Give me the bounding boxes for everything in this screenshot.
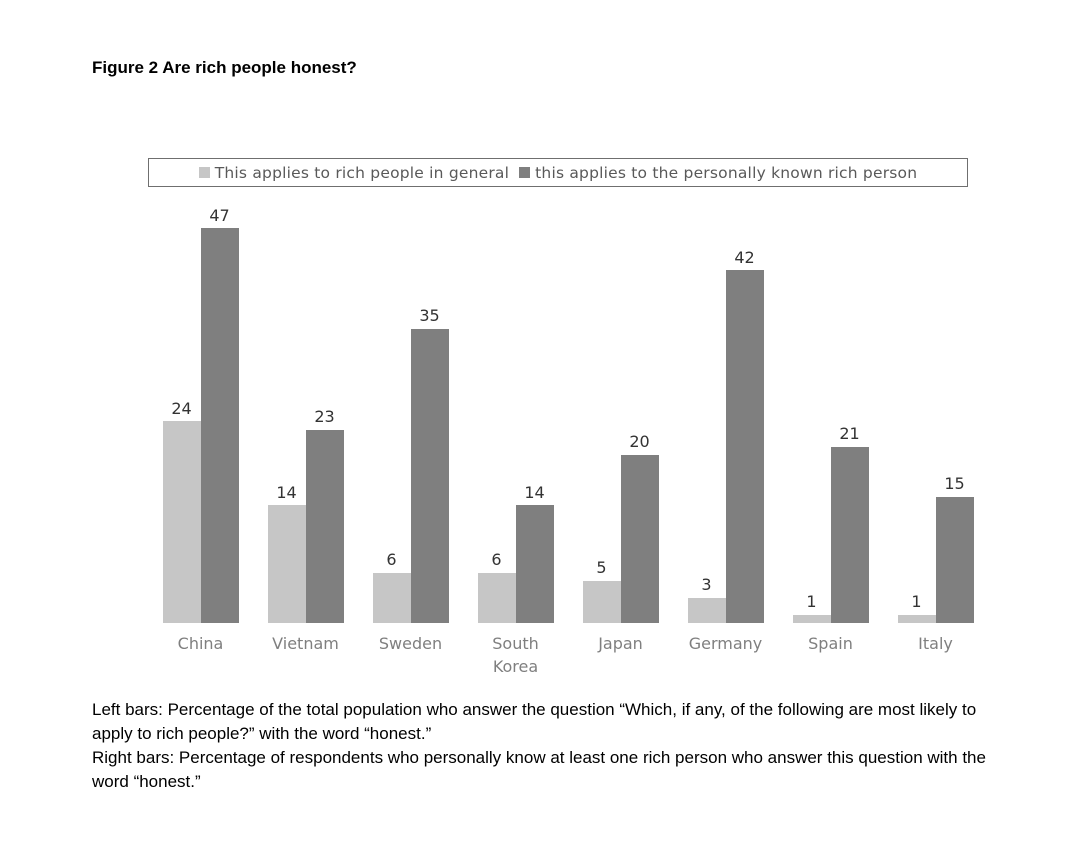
- document-page: Figure 2 Are rich people honest? This ap…: [92, 58, 1000, 794]
- bar-general-italy: [897, 614, 936, 623]
- bar-column-personally-known-germany: 42: [725, 247, 764, 623]
- bar-personally-known-china: [200, 228, 239, 623]
- category-label-japan: Japan: [598, 634, 643, 653]
- chart-legend: This applies to rich people in general t…: [148, 158, 968, 187]
- bar-general-vietnam: [267, 505, 306, 623]
- bar-value-label-personally-known-japan: 20: [629, 432, 650, 452]
- legend-item-personally-known: this applies to the personally known ric…: [519, 164, 917, 182]
- bar-personally-known-germany: [725, 270, 764, 623]
- bar-general-spain: [792, 614, 831, 623]
- bar-value-label-general-italy: 1: [911, 592, 922, 612]
- bar-column-personally-known-sweden: 35: [410, 306, 449, 623]
- legend-item-general: This applies to rich people in general: [198, 163, 510, 182]
- bar-column-personally-known-vietnam: 23: [305, 407, 344, 623]
- bar-column-general-south-korea: 6: [477, 550, 516, 623]
- bar-column-personally-known-spain: 21: [830, 424, 869, 623]
- bar-general-japan: [582, 581, 621, 623]
- bar-general-china: [162, 421, 201, 623]
- bar-personally-known-italy: [935, 497, 974, 623]
- bar-group-china: 24 47 China: [148, 203, 253, 678]
- bar-pair-germany: 3 42: [687, 203, 764, 623]
- category-label-spain: Spain: [808, 634, 853, 653]
- bar-column-general-germany: 3: [687, 575, 726, 623]
- bar-personally-known-sweden: [410, 329, 449, 623]
- bar-pair-south-korea: 6 14: [477, 203, 554, 623]
- bar-group-italy: 1 15 Italy: [883, 203, 988, 678]
- caption-right-bars: Right bars: Percentage of respondents wh…: [92, 748, 986, 792]
- bar-pair-spain: 1 21: [792, 203, 869, 623]
- bar-value-label-general-vietnam: 14: [276, 482, 297, 502]
- bar-group-spain: 1 21 Spain: [778, 203, 883, 678]
- bar-column-general-japan: 5: [582, 558, 621, 623]
- bar-column-personally-known-china: 47: [200, 205, 239, 623]
- bar-plot: 24 47 China 14 23 Vietnam 6 35 Sweden 6 14 South Ko…: [148, 203, 988, 678]
- category-label-italy: Italy: [918, 634, 953, 653]
- bar-value-label-general-germany: 3: [701, 575, 712, 595]
- bar-value-label-personally-known-germany: 42: [734, 247, 755, 267]
- bar-pair-vietnam: 14 23: [267, 203, 344, 623]
- bar-group-sweden: 6 35 Sweden: [358, 203, 463, 678]
- bar-value-label-general-spain: 1: [806, 592, 817, 612]
- category-label-germany: Germany: [688, 634, 763, 653]
- caption-left-bars: Left bars: Percentage of the total popul…: [92, 700, 977, 744]
- category-label-vietnam: Vietnam: [272, 634, 339, 653]
- bar-value-label-personally-known-south-korea: 14: [524, 482, 545, 502]
- bar-general-south-korea: [477, 572, 516, 623]
- bar-group-vietnam: 14 23 Vietnam: [253, 203, 358, 678]
- bar-chart: This applies to rich people in general t…: [148, 158, 990, 678]
- bar-value-label-personally-known-china: 47: [209, 205, 230, 225]
- bar-personally-known-south-korea: [515, 505, 554, 623]
- bar-column-general-sweden: 6: [372, 550, 411, 623]
- bar-personally-known-spain: [830, 446, 869, 623]
- bar-column-general-italy: 1: [897, 592, 936, 623]
- caption: Left bars: Percentage of the total popul…: [92, 698, 1000, 794]
- bar-value-label-personally-known-italy: 15: [944, 474, 965, 494]
- bar-column-general-vietnam: 14: [267, 482, 306, 623]
- bar-value-label-personally-known-spain: 21: [839, 424, 860, 444]
- bar-value-label-general-sweden: 6: [386, 550, 397, 570]
- bar-value-label-general-japan: 5: [596, 558, 607, 578]
- legend-label-personally-known: this applies to the personally known ric…: [535, 163, 918, 182]
- bar-column-general-china: 24: [162, 398, 201, 623]
- bar-pair-japan: 5 20: [582, 203, 659, 623]
- bar-value-label-general-china: 24: [171, 398, 192, 418]
- legend-swatch-general: [198, 167, 210, 178]
- legend-label-general: This applies to rich people in general: [214, 163, 510, 182]
- bar-general-germany: [687, 597, 726, 623]
- bar-column-personally-known-south-korea: 14: [515, 482, 554, 623]
- bar-pair-italy: 1 15: [897, 203, 974, 623]
- category-label-china: China: [177, 634, 224, 653]
- bar-pair-sweden: 6 35: [372, 203, 449, 623]
- bar-general-sweden: [372, 572, 411, 623]
- bar-column-personally-known-japan: 20: [620, 432, 659, 623]
- bar-group-japan: 5 20 Japan: [568, 203, 673, 678]
- figure-title: Figure 2 Are rich people honest?: [92, 58, 357, 77]
- category-label-south-korea: South Korea: [492, 634, 539, 677]
- bar-column-personally-known-italy: 15: [935, 474, 974, 623]
- bar-personally-known-japan: [620, 455, 659, 623]
- category-label-sweden: Sweden: [378, 634, 443, 653]
- bar-value-label-general-south-korea: 6: [491, 550, 502, 570]
- bar-pair-china: 24 47: [162, 203, 239, 623]
- bar-value-label-personally-known-sweden: 35: [419, 306, 440, 326]
- bar-column-general-spain: 1: [792, 592, 831, 623]
- bar-personally-known-vietnam: [305, 429, 344, 623]
- bar-group-south-korea: 6 14 South Korea: [463, 203, 568, 678]
- legend-swatch-personally-known: [519, 167, 531, 178]
- bar-group-germany: 3 42 Germany: [673, 203, 778, 678]
- bar-value-label-personally-known-vietnam: 23: [314, 407, 335, 427]
